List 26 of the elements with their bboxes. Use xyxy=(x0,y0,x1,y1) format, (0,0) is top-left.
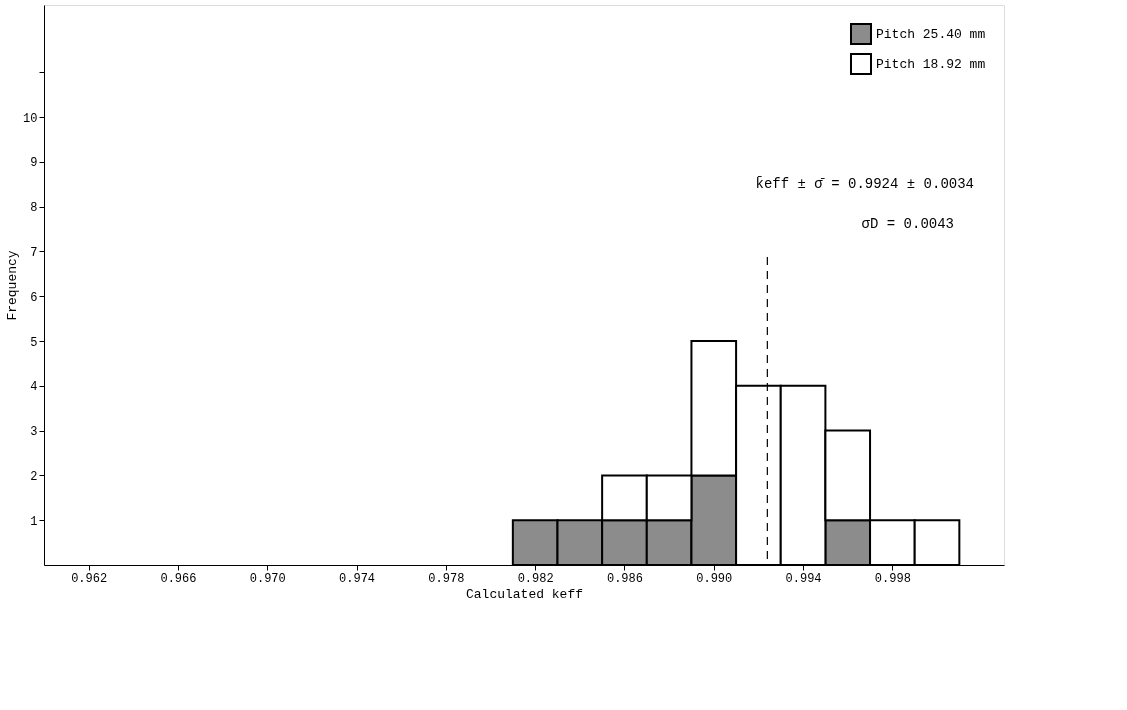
x-tick-label: 0.966 xyxy=(160,571,197,586)
annotation: k̄eff ± σ̄ = 0.9924 ± 0.0034 xyxy=(755,175,974,193)
x-tick-label: 0.990 xyxy=(696,571,733,586)
annotation: σD = 0.0043 xyxy=(861,216,954,233)
x-tick-label: 0.998 xyxy=(874,571,911,586)
y-tick-label: 2 xyxy=(30,469,38,484)
legend-label: Pitch 18.92 mm xyxy=(876,57,986,72)
x-tick-label: 0.994 xyxy=(785,571,822,586)
y-tick-label: 1 xyxy=(30,514,38,529)
y-tick-label: 5 xyxy=(30,335,38,350)
y-tick-label: 8 xyxy=(30,201,38,216)
x-tick-label: 0.974 xyxy=(339,571,376,586)
x-tick-label: 0.970 xyxy=(249,571,286,586)
y-tick-label: 6 xyxy=(30,290,38,305)
x-tick-label: 0.978 xyxy=(428,571,465,586)
y-tick-label: 7 xyxy=(30,245,38,260)
y-axis-title: Frequency xyxy=(5,250,21,321)
x-axis-title: Calculated keff xyxy=(465,586,584,602)
x-tick-label: 0.962 xyxy=(71,571,108,586)
x-tick-label: 0.982 xyxy=(517,571,554,586)
legend-label: Pitch 25.40 mm xyxy=(876,27,986,42)
y-tick-label: 9 xyxy=(30,156,38,171)
x-tick-label: 0.986 xyxy=(606,571,643,586)
y-tick-label: 3 xyxy=(30,425,38,440)
y-tick-label: 4 xyxy=(30,380,38,395)
y-tick-label: 10 xyxy=(23,111,38,126)
